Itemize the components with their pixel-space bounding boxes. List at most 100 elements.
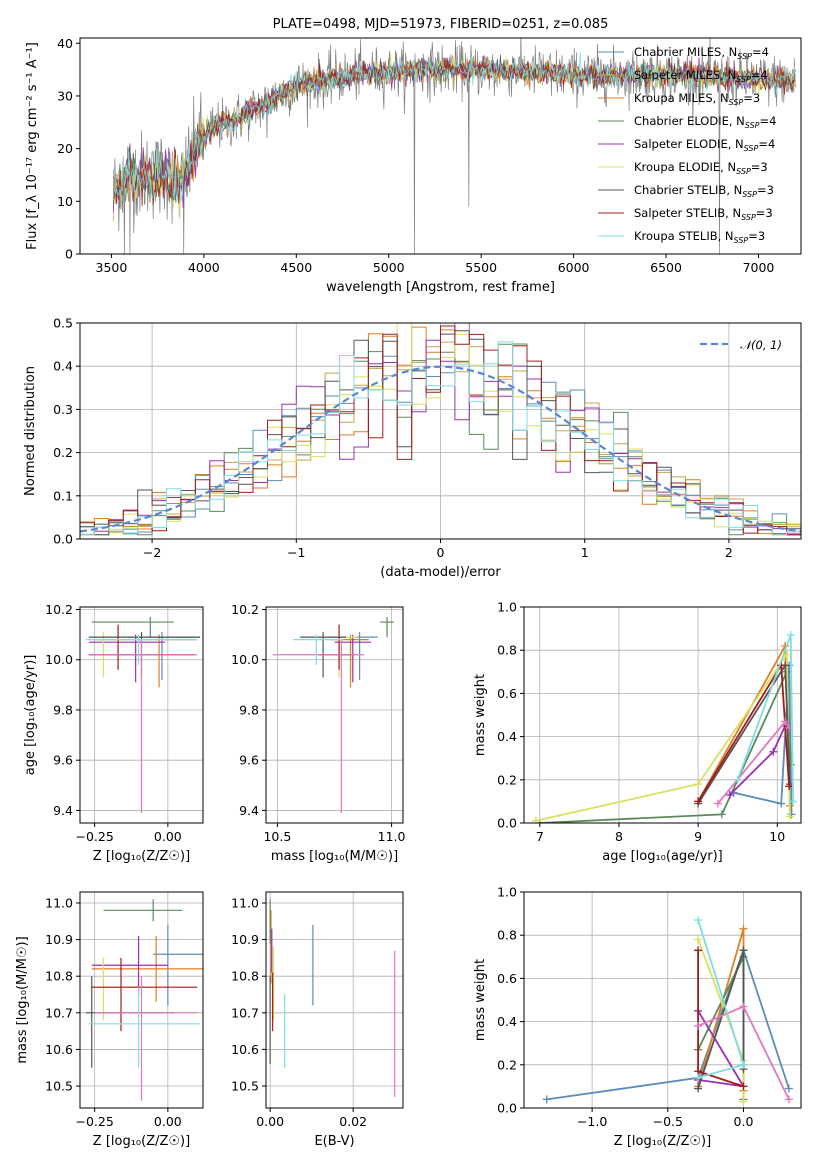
panel-mass-weight-vs-z: −1.0 −0.5 0.0 0.0 0.2 0.4 0.6 0.8 1.0 Z [log₁₀(Z/… [473, 885, 802, 1149]
panel-mass-vs-z: −0.25 0.00 10.5 10.6 10.7 10.8 10.9 11.0 Z [log₁… [15, 891, 204, 1149]
weight-marker [717, 810, 726, 819]
x-tick-label: 7000 [743, 260, 775, 275]
x-axis-label: age [log₁₀(age/yr)] [602, 849, 723, 864]
y-tick-label: 0.4 [497, 729, 517, 744]
x-tick-label: 5500 [465, 260, 497, 275]
plot-area-mass-weight-vs-z [542, 916, 793, 1106]
x-tick-label: 9 [694, 829, 702, 844]
x-tick-label: 0.02 [339, 1114, 367, 1129]
weight-marker [694, 916, 703, 925]
weight-marker [713, 799, 722, 808]
x-tick-label: 3500 [96, 260, 128, 275]
weight-marker [784, 1095, 793, 1104]
y-tick-label: 0.0 [53, 532, 73, 547]
x-tick-label: −2 [143, 545, 161, 560]
axes-frame [265, 606, 404, 824]
x-axis-label: (data-model)/error [380, 565, 501, 580]
y-tick-label: 0.2 [497, 1057, 517, 1072]
y-tick-label: 0.8 [497, 643, 517, 658]
plot-area-mass-vs-ebv [269, 899, 396, 1098]
x-tick-label: −0.25 [75, 1114, 113, 1129]
y-tick-label: 9.4 [239, 803, 259, 818]
y-tick-label: 10.9 [45, 932, 73, 947]
weight-marker [777, 799, 786, 808]
x-tick-label: 2 [725, 545, 733, 560]
plot-area-mass-vs-z [85, 899, 203, 1101]
y-tick-label: 10.6 [45, 1042, 73, 1057]
weight-line-5 [697, 662, 791, 805]
weight-marker [694, 1084, 703, 1093]
y-tick-label: 0.0 [497, 816, 517, 831]
panel-spectrum: 3500 4000 4500 5000 5500 6000 6500 7000 0 10 20 30 4… [25, 17, 802, 295]
y-tick-label: 10.0 [45, 652, 73, 667]
weight-marker [739, 924, 748, 933]
weight-marker [694, 1073, 703, 1082]
y-tick-label: 10.9 [231, 932, 259, 947]
x-tick-label: 0.00 [154, 1114, 182, 1129]
y-tick-label: 0.0 [497, 1101, 517, 1116]
weight-marker [739, 1082, 748, 1091]
weight-marker [694, 1021, 703, 1030]
y-tick-label: 0.6 [497, 971, 517, 986]
x-axis-label: Z [log₁₀(Z/Z☉)] [614, 1134, 711, 1149]
y-tick-label: 0.6 [497, 686, 517, 701]
weight-marker [694, 946, 703, 955]
y-axis-label: mass [log₁₀(M/M☉)] [15, 936, 30, 1063]
panel-mass-vs-ebv: 0.00 0.02 10.5 10.6 10.7 10.8 10.9 11.0 E(B-V) [231, 891, 404, 1149]
y-axis-label: age [log₁₀(age/yr)] [23, 655, 38, 776]
weight-marker [785, 812, 794, 821]
weight-marker [531, 816, 540, 823]
weight-marker [769, 747, 778, 756]
x-tick-label: 6500 [650, 260, 682, 275]
plot-area-spectrum [112, 38, 796, 254]
panel-age-vs-z: −0.25 0.00 9.4 9.6 9.8 10.0 10.2 Z [log₁₀(Z/Z☉)… [23, 602, 204, 864]
y-axis-label: Flux [f_λ 10⁻¹⁷ erg cm⁻² s⁻¹ A⁻¹] [25, 42, 40, 250]
y-tick-label: 10.2 [45, 602, 73, 617]
figure-title: PLATE=0498, MJD=51973, FIBERID=0251, z=0… [273, 17, 609, 32]
weight-line-0 [546, 947, 790, 1101]
x-axis-label: wavelength [Angstrom, rest frame] [326, 280, 555, 295]
normal-curve [80, 365, 801, 533]
plot-area-mass-weight-vs-age [531, 631, 798, 823]
x-tick-label: −0.25 [75, 829, 113, 844]
hist-step-8 [80, 341, 801, 536]
x-tick-label: 10.5 [263, 829, 291, 844]
x-tick-label: −0.5 [653, 1114, 683, 1129]
weight-marker [786, 631, 795, 640]
x-tick-label: 6000 [558, 260, 590, 275]
x-tick-label: 11.0 [378, 829, 406, 844]
y-tick-label: 1.0 [497, 600, 517, 615]
weight-marker [733, 775, 742, 784]
panel-mass-weight-vs-age: 7 8 9 10 0.0 0.2 0.4 0.6 0.8 1.0 age [log₁₀(age/yr… [473, 600, 802, 864]
y-tick-label: 0.3 [53, 402, 73, 417]
y-axis-label: mass weight [473, 674, 488, 756]
weight-marker [785, 782, 794, 791]
axes-frame [265, 891, 404, 1109]
y-tick-label: 0.4 [53, 359, 73, 374]
axes-frame [79, 606, 204, 824]
weight-marker [739, 946, 748, 955]
legend-entry: Salpeter MILES, NSSP=4 [634, 68, 768, 84]
axes-frame [523, 891, 802, 1109]
panel-age-vs-mass: 10.5 11.0 9.4 9.6 9.8 10.0 10.2 mass [log₁₀(M/M… [231, 602, 405, 864]
weight-line-5 [697, 950, 745, 1089]
y-tick-label: 10.8 [231, 969, 259, 984]
x-tick-label: 5000 [373, 260, 405, 275]
weight-marker [781, 717, 790, 726]
weight-line-4 [535, 651, 791, 822]
y-tick-label: 0.4 [497, 1014, 517, 1029]
y-tick-label: 10.5 [45, 1079, 73, 1094]
weight-marker [789, 797, 798, 806]
legend-entry: Kroupa ELODIE, NSSP=3 [634, 160, 768, 176]
legend-entry: 𝒩(0, 1) [740, 338, 782, 352]
x-axis-label: Z [log₁₀(Z/Z☉)] [93, 849, 190, 864]
y-tick-label: 10.7 [231, 1005, 259, 1020]
y-tick-label: 20 [57, 141, 73, 156]
x-tick-label: −1.0 [577, 1114, 607, 1129]
y-tick-label: 0.8 [497, 928, 517, 943]
y-tick-label: 0.2 [53, 445, 73, 460]
y-tick-label: 0.5 [53, 316, 73, 331]
axes-frame [523, 606, 802, 824]
weight-marker [542, 1095, 551, 1104]
